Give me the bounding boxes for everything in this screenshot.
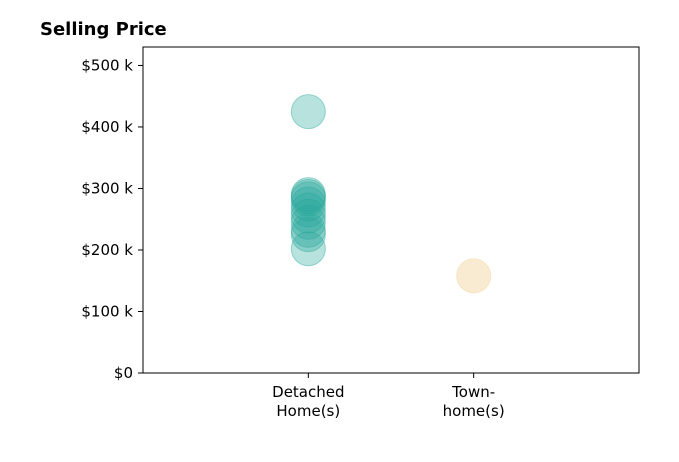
x-tick-label: Detached Home(s): [272, 383, 344, 420]
y-axis: $0 $100 k $200 k $300 k $400 k $500 k: [81, 56, 143, 382]
x-tick-label-line: Detached: [272, 383, 344, 401]
data-point: [290, 192, 326, 228]
data-point: [290, 94, 326, 130]
plot-area: [290, 94, 492, 294]
x-tick-label-line: home(s): [443, 402, 505, 420]
data-point: [290, 198, 326, 234]
y-tick-label: $100 k: [81, 302, 133, 320]
data-point: [290, 212, 326, 248]
data-point: [290, 178, 326, 214]
x-tick-label-line: Home(s): [276, 402, 340, 420]
data-point: [456, 258, 492, 294]
x-axis: Detached Home(s) Town-home(s): [272, 373, 505, 420]
y-tick-label: $300 k: [81, 179, 133, 197]
x-tick-label: Town-home(s): [443, 383, 505, 420]
data-point: [290, 204, 326, 240]
data-point: [290, 217, 326, 253]
plot-frame: [142, 46, 640, 374]
y-tick-label: $500 k: [81, 56, 133, 74]
data-point: [290, 181, 326, 217]
chart-title: Selling Price: [40, 19, 167, 40]
x-tick-label-line: Town-: [451, 383, 495, 401]
y-tick-label: $0: [114, 364, 133, 382]
y-tick-label: $200 k: [81, 241, 133, 259]
data-point: [290, 231, 326, 267]
data-point: [290, 186, 326, 222]
y-tick-label: $400 k: [81, 118, 133, 136]
data-point: [290, 177, 326, 213]
